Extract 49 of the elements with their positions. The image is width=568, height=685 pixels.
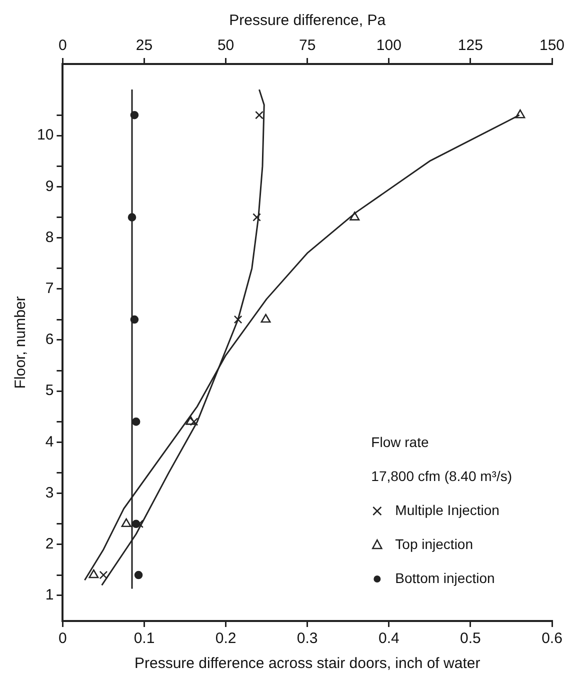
point [186,416,196,425]
x-tick-label: 0.4 [378,630,400,648]
point [234,315,242,324]
x-tick-label: 0.1 [134,630,155,648]
annotation: 17,800 cfm (8.40 m³/s) [371,468,512,484]
x-tick-label: 0.6 [542,630,562,648]
point [128,213,136,222]
y-axis-title: Floor, number [12,296,30,389]
x-axis-title: Pressure difference across stair doors, inch of water [134,655,480,672]
x2-tick-label: 100 [376,37,402,54]
x2-tick-label: 25 [136,37,153,54]
y-tick-label: 9 [45,178,54,195]
point [135,520,144,528]
point [130,110,139,120]
point [88,569,99,578]
point [260,314,271,323]
point [252,213,261,222]
y-tick-label: 6 [45,331,54,348]
x2-axis-title: Pressure difference, Pa [229,12,386,30]
legend-label: Bottom injection [395,570,495,586]
point [134,570,143,580]
point [350,212,360,220]
x2-tick-label: 50 [217,37,234,54]
x-tick-label: 0.2 [215,630,236,648]
point [121,518,132,528]
y-tick-label: 3 [45,484,54,502]
point [130,315,139,324]
y-tick-label: 1 [45,586,54,604]
x2-tick-label: 75 [299,37,316,54]
point [515,109,526,118]
x-tick-label: 0.3 [296,630,318,648]
y-tick-label: 5 [45,382,54,400]
y-tick-label: 8 [45,228,54,246]
y-tick-label: 2 [45,535,54,552]
x2-tick-label: 125 [458,37,483,54]
annotation: Flow rate [371,434,429,450]
legend-label: Multiple Injection [395,502,500,518]
y-tick-label: 7 [45,280,54,297]
legend-label: Top injection [395,536,473,552]
x-tick-label: 0 [58,630,67,648]
y-tick-label: 4 [45,433,54,450]
x2-tick-label: 0 [58,37,67,54]
point [190,418,198,426]
point [132,418,140,426]
x-tick-label: 0.5 [460,630,481,648]
y-tick-label: 10 [36,126,54,144]
point [99,570,108,580]
x2-tick-label: 150 [539,37,565,54]
point [255,110,264,120]
